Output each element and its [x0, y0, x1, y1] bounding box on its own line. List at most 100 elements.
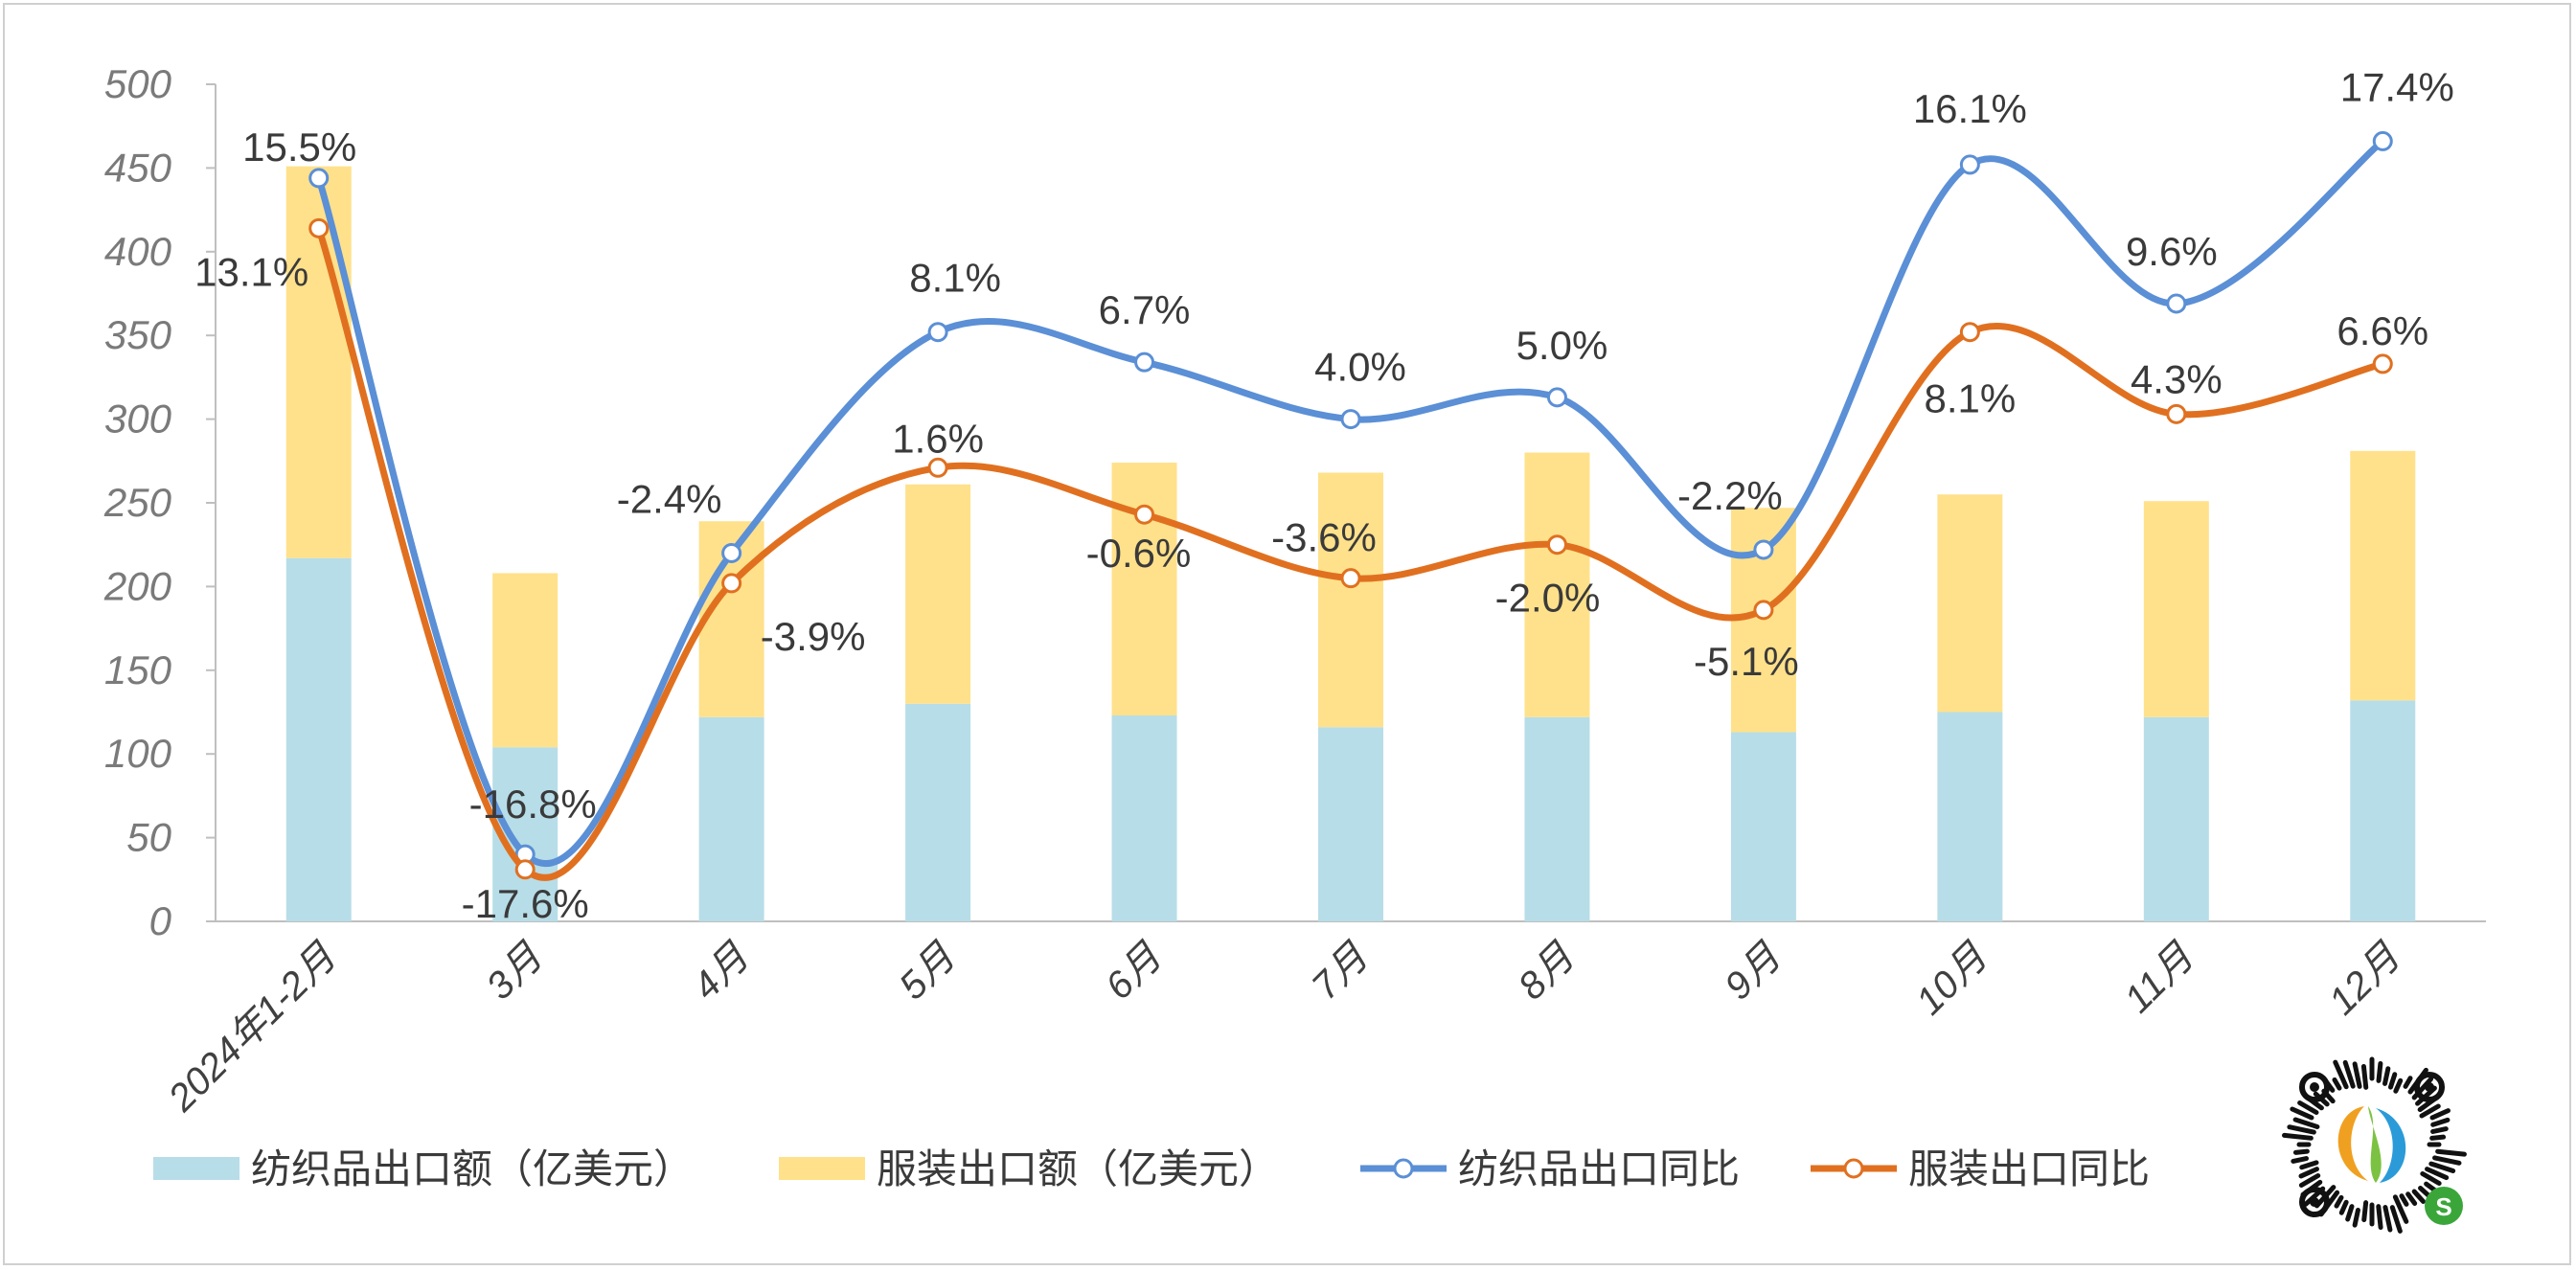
bar-textile: [1111, 714, 1177, 921]
data-label: 4.0%: [1314, 345, 1406, 390]
qr-ray: [2291, 1156, 2310, 1164]
data-label: -16.8%: [469, 782, 597, 827]
point-apparel-yoy: [1959, 322, 1980, 343]
data-label: 1.6%: [892, 416, 984, 461]
qr-ray: [2382, 1205, 2393, 1233]
point-textile-yoy: [1959, 154, 1980, 175]
qr-ray: [2298, 1167, 2319, 1179]
qr-ray: [2352, 1207, 2360, 1228]
line-apparel-yoy: [315, 224, 2386, 881]
bar-apparel: [1524, 452, 1590, 717]
x-tick-label: 7月: [1304, 936, 1377, 1009]
point-apparel-yoy: [514, 859, 536, 880]
y-tick-label: 100: [104, 731, 172, 776]
qr-ray: [2387, 1072, 2398, 1090]
bar-textile: [2143, 716, 2209, 921]
qr-ray: [2382, 1066, 2391, 1086]
data-label: 6.7%: [1099, 287, 1191, 332]
x-tick-label: 10月: [1908, 936, 1996, 1024]
y-tick-label: 350: [104, 312, 172, 357]
y-tick-label: 400: [104, 229, 172, 274]
point-apparel-yoy: [1340, 568, 1361, 589]
legend-label: 纺织品出口额（亿美元）: [251, 1146, 694, 1191]
legend-marker: [1843, 1158, 1864, 1179]
qr-ray: [2393, 1077, 2404, 1094]
qr-ray: [2399, 1193, 2409, 1207]
qr-ray: [2334, 1194, 2344, 1209]
x-tick-label: 5月: [891, 936, 964, 1009]
point-apparel-yoy: [2166, 403, 2187, 424]
data-labels: 15.5% -16.8% -2.4% 8.1% 6.7% 4.0% 5.0% -2.2% 16.…: [194, 64, 2454, 925]
qr-finder: [2414, 1072, 2445, 1102]
point-apparel-yoy: [2372, 353, 2393, 374]
point-apparel-yoy: [1546, 534, 1567, 556]
qr-ray: [2405, 1191, 2418, 1206]
y-tick-label: 450: [104, 145, 172, 190]
point-textile-yoy: [1340, 409, 1361, 430]
qr-ray: [2299, 1160, 2319, 1170]
bar-apparel: [905, 484, 971, 704]
qr-finder-dot: [2425, 1082, 2434, 1092]
y-tick-label: 200: [103, 563, 172, 608]
bar-apparel: [2350, 450, 2416, 701]
bar-textile: [2350, 700, 2416, 921]
legend-label: 纺织品出口同比: [1458, 1146, 1740, 1191]
data-label: 6.6%: [2337, 308, 2428, 353]
qr-ray: [2429, 1134, 2447, 1141]
x-tick-label: 4月: [685, 936, 758, 1009]
legend-swatch: [779, 1157, 865, 1180]
data-label: -3.9%: [761, 614, 866, 659]
qr-ray: [2292, 1117, 2320, 1129]
y-tick-label: 500: [104, 61, 172, 106]
qr-ray: [2298, 1173, 2321, 1188]
x-tick-label: 8月: [1511, 936, 1584, 1009]
point-textile-yoy: [1753, 539, 1774, 560]
legend-marker: [1393, 1158, 1414, 1179]
qr-ray: [2430, 1126, 2449, 1134]
qr-ray: [2352, 1061, 2362, 1089]
qr-ray: [2429, 1108, 2451, 1121]
bar-textile: [285, 557, 352, 921]
data-label: -2.4%: [617, 476, 722, 521]
data-label: -17.6%: [462, 881, 589, 926]
y-tick-label: 0: [149, 898, 172, 943]
lines: [308, 130, 2393, 881]
bar-apparel: [1111, 463, 1177, 715]
data-label: 17.4%: [2340, 64, 2454, 109]
x-tick-label: 3月: [478, 936, 551, 1009]
point-apparel-yoy: [927, 457, 948, 478]
point-textile-yoy: [2372, 130, 2393, 151]
point-apparel-yoy: [1753, 600, 1774, 621]
qr-ray: [2430, 1117, 2451, 1127]
legend-swatch: [153, 1157, 239, 1180]
qr-ray: [2435, 1148, 2467, 1157]
data-label: 15.5%: [242, 125, 356, 170]
axes: 0 50 100 150 200 250 300 350 400 450 500 2024年1-2月 3…: [103, 61, 2486, 1120]
miniprogram-qr-code: S: [2282, 1056, 2467, 1234]
qr-ray: [2292, 1148, 2310, 1155]
qr-ray: [2411, 1189, 2427, 1204]
point-textile-yoy: [1134, 352, 1155, 373]
qr-ray: [2332, 1077, 2342, 1091]
data-label: 4.3%: [2131, 356, 2223, 401]
point-textile-yoy: [721, 542, 742, 563]
bar-textile: [1730, 732, 1796, 921]
qr-ray: [2345, 1204, 2355, 1222]
bar-apparel: [1937, 494, 2003, 713]
point-apparel-yoy: [721, 573, 742, 594]
qr-ray: [2290, 1106, 2314, 1121]
bar-apparel: [492, 573, 559, 748]
y-tick-label: 50: [126, 815, 171, 860]
point-textile-yoy: [308, 168, 330, 189]
bar-textile: [905, 703, 971, 921]
qr-ray: [2297, 1100, 2319, 1115]
data-label: 9.6%: [2126, 229, 2218, 274]
qr-ray: [2392, 1194, 2409, 1224]
data-label: 5.0%: [1516, 323, 1608, 368]
data-label: -5.1%: [1694, 639, 1799, 684]
bar-apparel: [2143, 501, 2209, 717]
bar-textile: [1937, 712, 2003, 921]
qr-finder: [2299, 1187, 2330, 1217]
x-tick-label: 2024年1-2月: [160, 936, 345, 1121]
